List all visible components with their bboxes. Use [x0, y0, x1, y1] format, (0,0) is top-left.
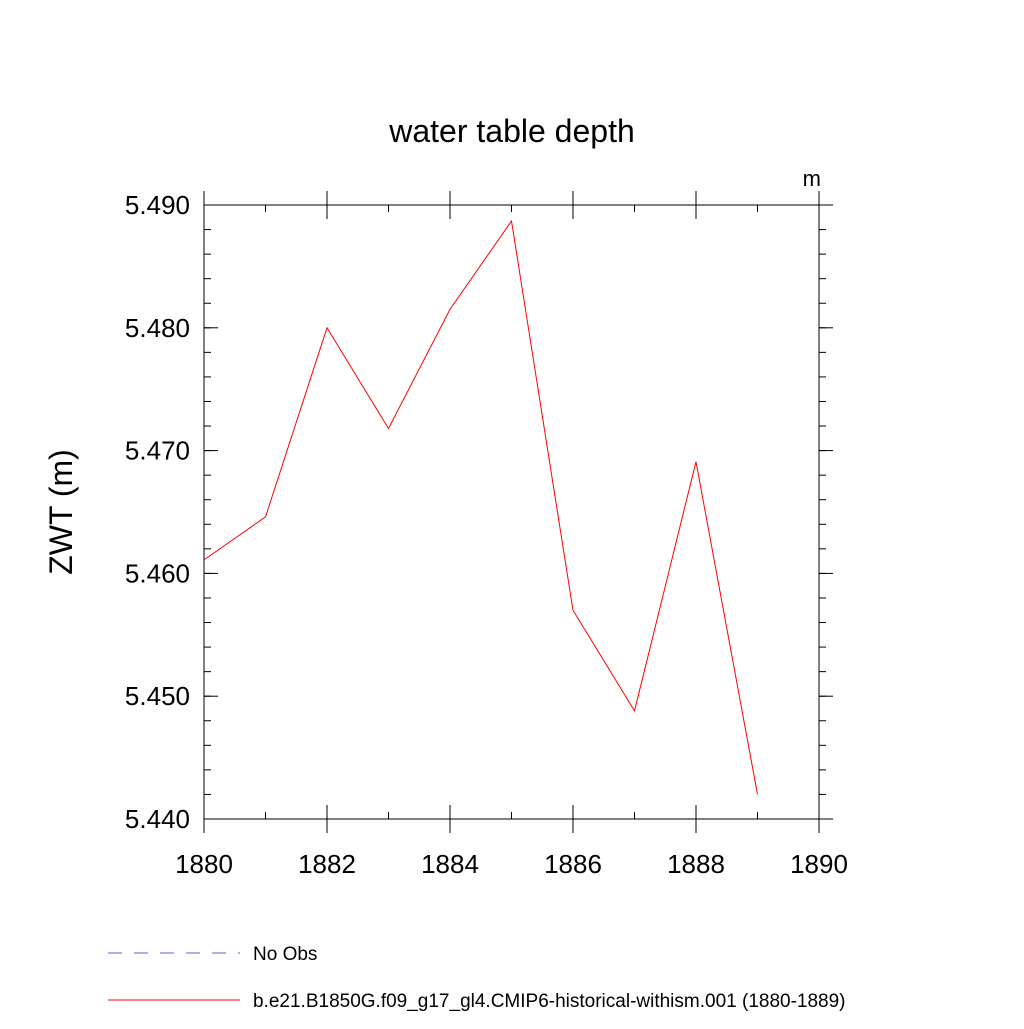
x-tick-label: 1880 — [175, 849, 233, 879]
y-tick-label: 5.450 — [125, 681, 190, 711]
x-tick-label: 1886 — [544, 849, 602, 879]
series-line — [203, 219, 758, 795]
legend: No Obs b.e21.B1850G.f09_g17_gl4.CMIP6-his… — [108, 944, 846, 1012]
units-label: m — [803, 166, 821, 191]
y-tick-label: 5.460 — [125, 558, 190, 588]
legend-label: No Obs — [253, 944, 317, 965]
y-tick-label: 5.490 — [125, 190, 190, 220]
x-tick-label: 1890 — [790, 849, 848, 879]
y-tick-label: 5.470 — [125, 436, 190, 466]
y-axis-label: ZWT (m) — [43, 449, 79, 575]
y-tick-label: 5.440 — [125, 804, 190, 834]
legend-label: b.e21.B1850G.f09_g17_gl4.CMIP6-historica… — [253, 991, 846, 1012]
plot-area: 1880 1882 1884 1886 1888 1890 5.440 5.450 5.460 5… — [125, 190, 848, 879]
y-tick-label: 5.480 — [125, 313, 190, 343]
x-tick-label: 1884 — [421, 849, 479, 879]
plot-frame — [203, 204, 820, 820]
chart-title: water table depth — [388, 113, 635, 149]
x-tick-label: 1888 — [667, 849, 725, 879]
x-tick-label: 1882 — [298, 849, 356, 879]
